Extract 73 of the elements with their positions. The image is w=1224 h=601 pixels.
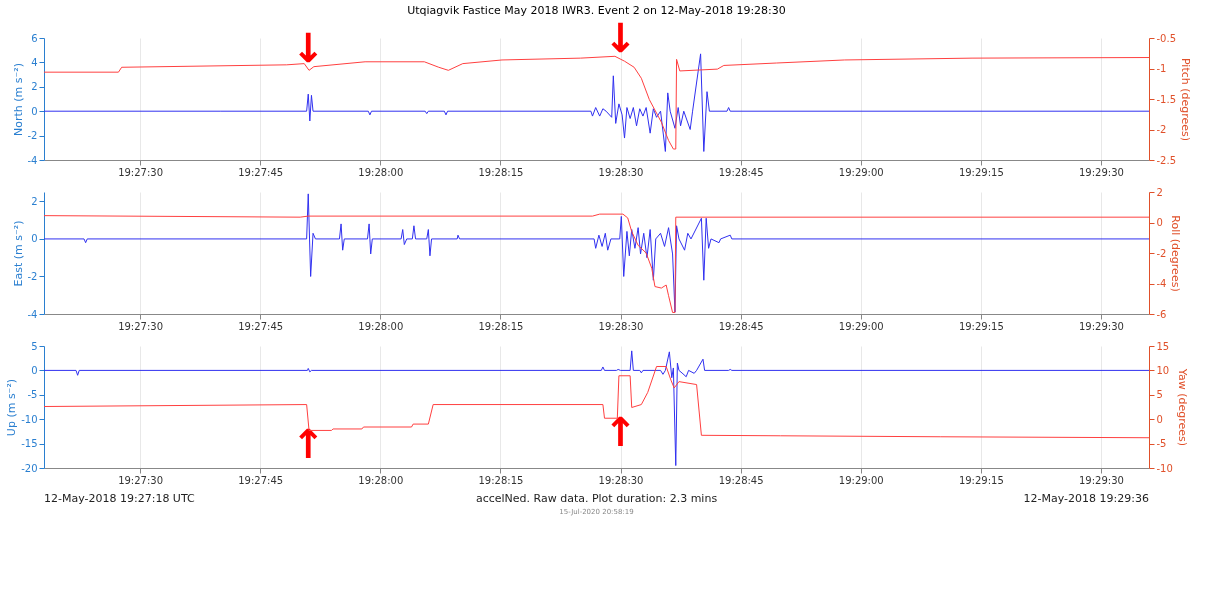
x-tick-label: 19:27:45 [238, 166, 284, 178]
y-axis-title: East (m s⁻²) [11, 220, 25, 287]
x-tick-label: 19:28:30 [598, 474, 644, 486]
x-tick-label: 19:28:30 [598, 166, 644, 178]
annotation: ↑ [291, 421, 325, 468]
x-tick-label: 19:29:00 [838, 474, 884, 486]
y-tick-label: 2 [31, 195, 38, 207]
y-tick-label: 5 [31, 340, 38, 352]
x-tick-label: 19:28:00 [358, 166, 404, 178]
x-tick-label: 19:29:00 [838, 166, 884, 178]
x-tick-label: 19:28:30 [598, 320, 644, 332]
y2-tick-label: -2 [1156, 247, 1167, 259]
y2-tick-label: 0 [1156, 217, 1163, 228]
x-tick-label: 19:29:15 [958, 320, 1004, 332]
y2-tick-label: 15 [1156, 340, 1170, 352]
y2-tick-label: -2.5 [1156, 154, 1177, 166]
annotation: ↑ [603, 409, 638, 456]
x-tick-label: 19:28:15 [478, 166, 524, 178]
y2-tick-label: -6 [1156, 308, 1167, 320]
y2-tick-label: -5 [1156, 438, 1167, 450]
text: 12-May-2018 19:29:36 [1023, 492, 1149, 505]
x-tick-label: 19:29:30 [1079, 166, 1124, 178]
x-tick-label: 19:27:45 [238, 320, 284, 332]
y-tick-label: -5 [27, 389, 38, 401]
y-tick-label: 0 [31, 233, 38, 245]
y-tick-label: 2 [31, 81, 38, 93]
y2-tick-label: -1 [1156, 63, 1167, 74]
y2-tick-label: -4 [1156, 278, 1167, 289]
y-tick-label: -10 [21, 413, 38, 425]
y-axis-title: Up (m s⁻²) [5, 378, 19, 437]
x-tick-label: 19:28:15 [478, 474, 524, 486]
y-tick-label: 4 [31, 56, 38, 68]
chart-title: Utqiagvik Fastice May 2018 IWR3. Event 2 on 12-May-2018 19:28:30 [407, 4, 786, 18]
y-tick-label: -15 [21, 438, 38, 450]
x-tick-label: 19:29:15 [958, 166, 1004, 178]
y-tick-label: -4 [27, 154, 38, 166]
x-tick-label: 19:29:15 [958, 474, 1004, 486]
y2-axis-title: Pitch (degrees) [1179, 57, 1193, 142]
y-tick-label: -20 [21, 462, 38, 474]
x-tick-label: 19:28:45 [718, 474, 764, 486]
y2-axis-title: Yaw (degrees) [1175, 367, 1189, 447]
x-tick-label: 19:27:30 [118, 474, 164, 486]
y-tick-label: 0 [31, 364, 38, 376]
y2-tick-label: 10 [1156, 364, 1170, 376]
x-tick-label: 19:27:45 [238, 474, 284, 486]
x-tick-label: 19:28:45 [718, 166, 764, 178]
x-tick-label: 19:28:15 [478, 320, 524, 332]
y2-tick-label: -10 [1156, 462, 1173, 474]
y-tick-label: -2 [27, 270, 38, 282]
x-tick-label: 19:28:00 [358, 320, 404, 332]
y-tick-label: 0 [31, 105, 38, 117]
y2-tick-label: -1.5 [1156, 93, 1177, 105]
x-tick-label: 19:29:00 [838, 320, 884, 332]
y2-tick-label: 2 [1156, 186, 1163, 198]
y-axis-title: North (m s⁻²) [11, 62, 25, 137]
x-tick-label: 19:28:00 [358, 474, 404, 486]
text: 12-May-2018 19:27:18 UTC [44, 492, 195, 505]
y-tick-label: 6 [31, 32, 38, 44]
y-tick-label: -2 [27, 130, 38, 142]
y2-tick-label: 5 [1156, 389, 1163, 401]
y2-tick-label: -0.5 [1156, 32, 1177, 44]
text: accelNed. Raw data. Plot duration: 2.3 mins [475, 492, 718, 505]
annotation: ↓ [603, 15, 638, 62]
y2-tick-label: -2 [1156, 124, 1167, 135]
y2-tick-label: 0 [1156, 413, 1163, 425]
x-tick-label: 19:27:30 [118, 320, 164, 332]
annotation: ↓ [291, 25, 325, 72]
x-tick-label: 19:29:30 [1079, 320, 1124, 332]
y2-axis-title: Roll (degrees) [1169, 215, 1183, 292]
x-tick-label: 19:29:30 [1079, 474, 1124, 486]
x-tick-label: 19:28:45 [718, 320, 764, 332]
y-tick-label: -4 [27, 308, 38, 320]
x-tick-label: 19:27:30 [118, 166, 164, 178]
